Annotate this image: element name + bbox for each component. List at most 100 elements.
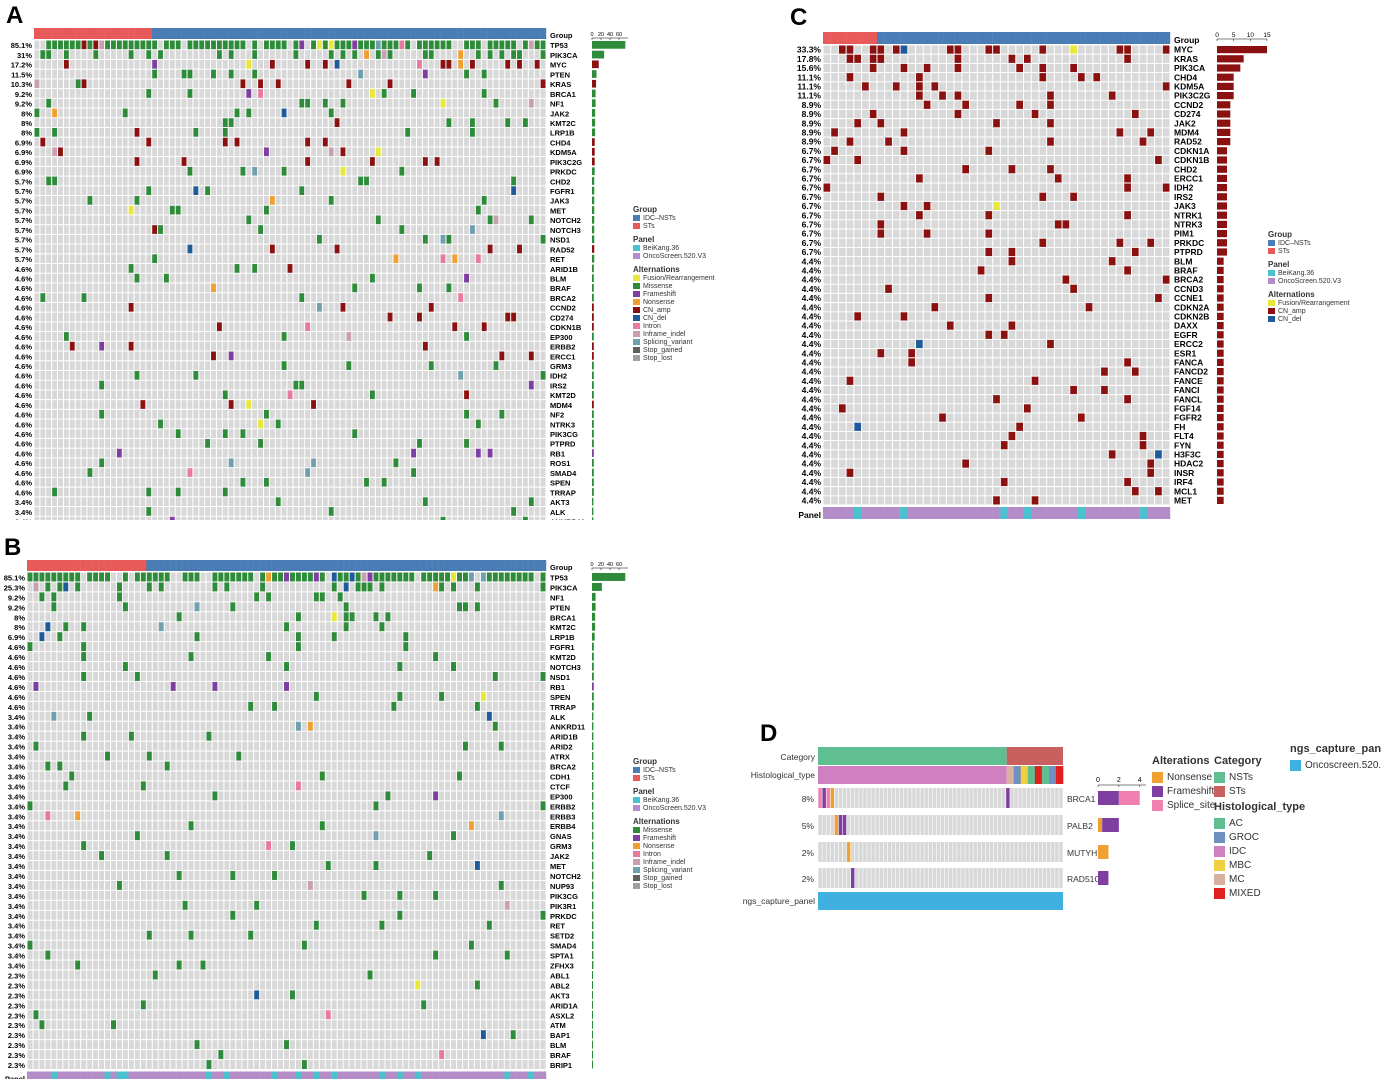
matrix-cell	[417, 468, 422, 477]
matrix-cell	[99, 89, 105, 98]
matrix-cell	[534, 370, 540, 380]
matrix-cell	[146, 264, 152, 273]
matrix-cell	[34, 225, 40, 234]
matrix-cell	[458, 370, 464, 380]
matrix-cell	[169, 196, 175, 205]
matrix-cell	[205, 487, 211, 497]
matrix-cell	[411, 40, 417, 50]
matrix-cell	[446, 186, 452, 196]
matrix-cell	[175, 477, 181, 487]
matrix-cell	[364, 341, 369, 351]
matrix-cell	[134, 572, 140, 582]
matrix-cell	[63, 79, 69, 89]
matrix-cell	[40, 380, 46, 390]
matrix-cell	[63, 332, 69, 341]
matrix-cell	[87, 497, 93, 507]
matrix-cell	[428, 69, 434, 79]
matrix-cell	[175, 215, 181, 225]
matrix-cell	[381, 361, 387, 370]
matrix-cell	[393, 351, 399, 361]
matrix-cell	[428, 312, 434, 322]
matrix-cell	[258, 419, 264, 429]
matrix-cell	[411, 497, 417, 507]
matrix-cell	[346, 215, 352, 225]
matrix-cell	[499, 419, 505, 429]
matrix-cell	[311, 79, 316, 89]
matrix-cell	[487, 40, 493, 50]
matrix-cell	[222, 79, 228, 89]
matrix-cell	[340, 477, 346, 487]
matrix-cell	[369, 196, 375, 205]
matrix-cell	[487, 59, 493, 69]
matrix-cell	[422, 370, 428, 380]
matrix-cell	[499, 477, 505, 487]
matrix-cell	[193, 50, 199, 59]
matrix-cell	[452, 351, 458, 361]
matrix-cell	[446, 98, 452, 108]
group-cell	[110, 28, 117, 39]
matrix-cell	[34, 448, 40, 458]
matrix-cell	[258, 293, 264, 302]
matrix-cell	[134, 118, 140, 127]
matrix-cell	[487, 507, 493, 516]
matrix-cell	[452, 409, 458, 419]
matrix-cell	[511, 409, 517, 419]
matrix-cell	[299, 254, 305, 264]
matrix-cell	[299, 380, 305, 390]
matrix-cell	[52, 98, 58, 108]
matrix-cell	[240, 118, 246, 127]
matrix-cell	[417, 225, 422, 234]
matrix-cell	[52, 351, 58, 361]
matrix-cell	[405, 448, 411, 458]
matrix-cell	[428, 419, 434, 429]
matrix-cell	[134, 147, 140, 157]
matrix-cell	[534, 166, 540, 176]
group-cell	[396, 560, 404, 571]
matrix-cell	[58, 458, 63, 468]
matrix-cell	[481, 361, 487, 370]
matrix-cell	[169, 98, 175, 108]
matrix-cell	[246, 429, 252, 439]
matrix-cell	[252, 429, 258, 439]
matrix-cell	[305, 312, 311, 322]
matrix-cell	[375, 79, 381, 89]
matrix-cell	[364, 127, 369, 137]
matrix-cell	[305, 215, 311, 225]
panel-label-b: B	[4, 534, 22, 561]
matrix-cell	[116, 89, 122, 98]
matrix-cell	[93, 312, 99, 322]
matrix-cell	[346, 176, 352, 186]
matrix-cell	[122, 264, 128, 273]
matrix-cell	[63, 196, 69, 205]
matrix-cell	[417, 380, 422, 390]
matrix-cell	[264, 108, 269, 118]
matrix-cell	[334, 108, 340, 118]
matrix-cell	[63, 497, 69, 507]
matrix-cell	[122, 370, 128, 380]
matrix-cell	[522, 225, 528, 234]
matrix-cell	[134, 98, 140, 108]
matrix-cell	[281, 419, 287, 429]
matrix-cell	[417, 507, 422, 516]
matrix-cell	[99, 468, 105, 477]
matrix-cell	[169, 50, 175, 59]
matrix-cell	[469, 312, 475, 322]
matrix-cell	[385, 572, 391, 582]
matrix-cell	[199, 50, 205, 59]
matrix-cell	[39, 582, 45, 592]
matrix-cell	[293, 254, 299, 264]
matrix-cell	[216, 332, 222, 341]
matrix-cell	[452, 400, 458, 409]
matrix-cell	[340, 507, 346, 516]
group-cell	[181, 28, 188, 39]
matrix-cell	[175, 458, 181, 468]
matrix-cell	[175, 186, 181, 196]
matrix-cell	[93, 98, 99, 108]
matrix-cell	[346, 205, 352, 215]
matrix-cell	[234, 477, 240, 487]
matrix-cell	[417, 147, 422, 157]
matrix-cell	[446, 137, 452, 147]
matrix-cell	[287, 439, 293, 448]
matrix-cell	[481, 69, 487, 79]
matrix-cell	[152, 458, 158, 468]
